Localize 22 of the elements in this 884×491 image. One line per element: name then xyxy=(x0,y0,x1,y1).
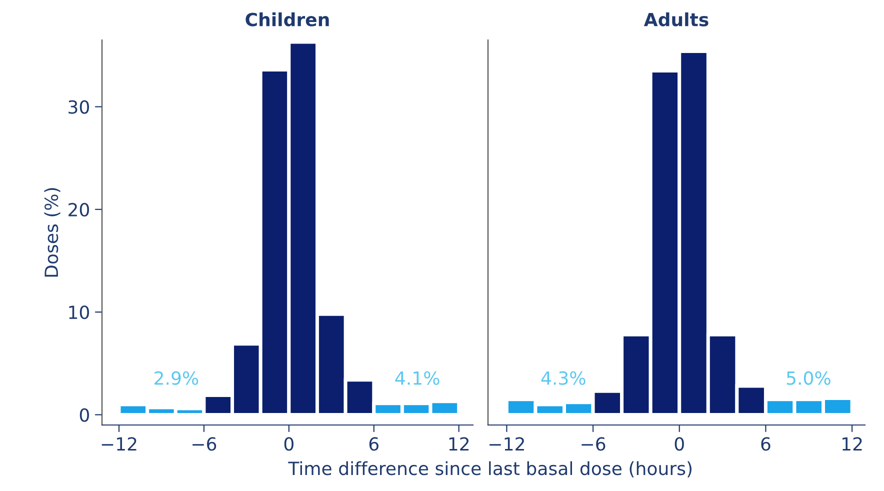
annotation: 2.9% xyxy=(154,371,198,385)
x-tick-label: −12 xyxy=(490,437,524,451)
annotation: 4.3% xyxy=(541,371,586,385)
annotation: 5.0% xyxy=(786,371,830,385)
x-tick-label: 6 xyxy=(761,437,770,451)
x-axis-title: Time difference since last basal dose (hours) xyxy=(288,461,692,478)
annotation: 4.1% xyxy=(395,371,440,385)
chart-title: Children xyxy=(246,12,329,26)
x-tick-label: 6 xyxy=(369,437,378,451)
x-tick-label: −12 xyxy=(102,437,136,451)
x-tick-label: 0 xyxy=(674,437,684,451)
y-tick-label: 20 xyxy=(68,202,89,217)
y-axis-title: Doses (%) xyxy=(44,188,60,277)
x-tick-label: 12 xyxy=(842,437,862,451)
x-tick-label: 12 xyxy=(449,437,469,451)
x-tick-label: 0 xyxy=(284,437,294,451)
x-tick-label: −6 xyxy=(192,437,216,451)
chart-title: Adults xyxy=(644,12,708,26)
y-tick-label: 10 xyxy=(69,306,89,320)
x-tick-label: −6 xyxy=(582,437,606,451)
y-tick-label: 30 xyxy=(68,100,89,114)
y-tick-label: 0 xyxy=(80,408,89,422)
